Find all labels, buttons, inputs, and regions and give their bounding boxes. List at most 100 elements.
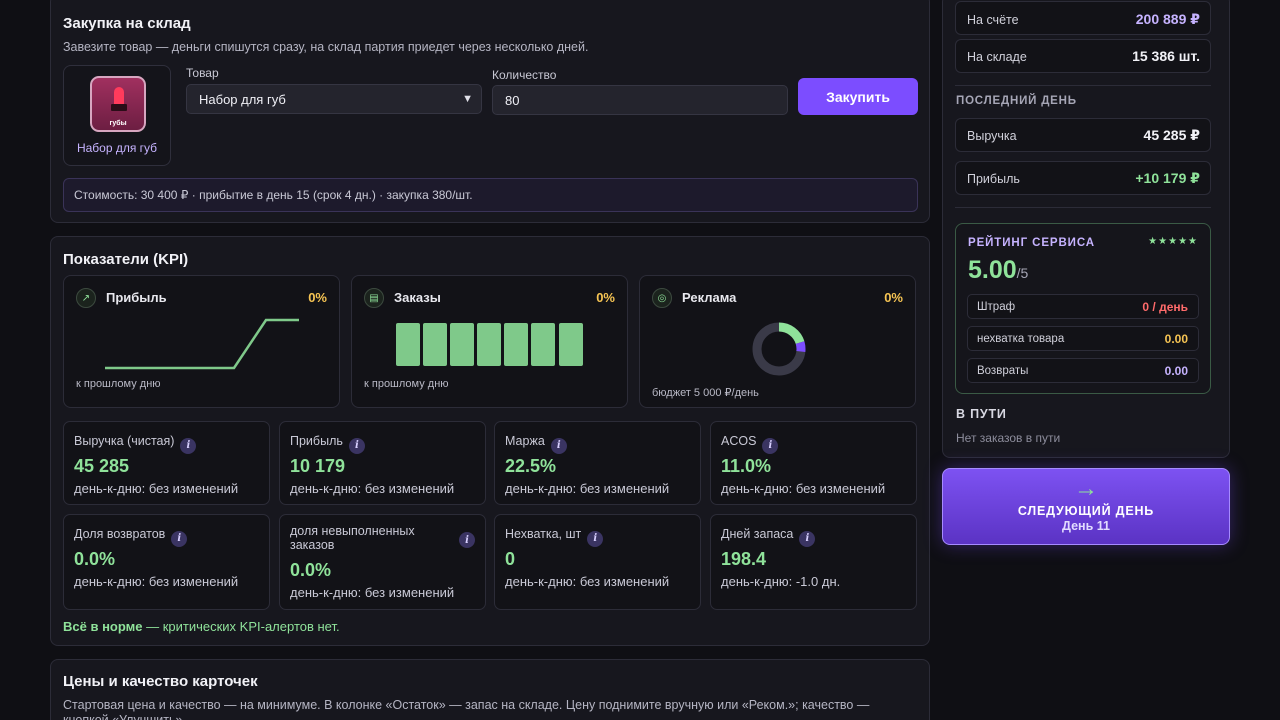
kpi-card-delta: день-к-дню: без изменений [505,481,670,496]
kpi-card-profit: Прибыль i 10 179 день-к-дню: без изменени… [279,421,486,505]
transit-empty: Нет заказов в пути [956,431,1061,445]
kpi-status-rest: — критических KPI-алертов нет. [142,619,340,634]
orders-mini-title: Заказы [394,290,441,305]
kpi-card-value: 45 285 [74,456,130,476]
star-icon: ★★★★★ [1148,236,1198,247]
kpi-card-value: 0 [505,549,516,569]
orders-mini-card: ▤ Заказы 0% к прошлому дню [351,275,628,408]
info-icon[interactable]: i [180,437,197,454]
shortage-label: нехватка товара [977,333,1065,345]
sidebar-panel: На счёте 200 889 ₽ На складе 15 386 шт. … [942,0,1230,458]
balance-label: На счёте [967,13,1019,27]
kpi-card-delta: день-к-дню: без изменений [505,574,670,589]
info-icon[interactable]: i [762,437,779,454]
quantity-input[interactable]: 80 [492,85,788,115]
rating-score: 5.00 [968,256,1017,284]
kpi-card-shortage: Нехватка, шт i 0 день-к-дню: без изменени… [494,514,701,610]
info-icon[interactable]: i [348,437,365,454]
kpi-panel: Показатели (KPI) ↗ Прибыль 0% к прошлому… [50,236,930,646]
rating-score-wrap: 5.00/5 [968,256,1028,285]
service-rating-card: РЕЙТИНГ СЕРВИСА ★★★★★ 5.00/5 Штраф 0 / д… [955,223,1211,394]
kpi-card-value: 0.0% [74,549,116,569]
purchase-description: Завезите товар — деньги спишутся сразу, … [63,40,589,54]
balance-row: На счёте 200 889 ₽ [955,1,1211,35]
stock-value: 15 386 шт. [1132,48,1200,64]
product-thumb-tag: губы [109,120,127,127]
divider [955,85,1211,86]
product-card[interactable]: губы Набор для губ [63,65,171,166]
next-day-number: День 11 [1062,519,1110,533]
kpi-card-label: Дней запаса [721,527,794,541]
kpi-card-delta: день-к-дню: без изменений [721,481,886,496]
ads-mini-footer: бюджет 5 000 ₽/день [652,387,759,399]
prices-panel: Цены и качество карточек Стартовая цена … [50,659,930,720]
cost-summary: Стоимость: 30 400 ₽ · прибытие в день 15… [63,178,918,212]
kpi-card-delta: день-к-дню: -1.0 дн. [721,574,841,589]
kpi-status-line: Всё в норме — критических KPI-алертов не… [63,619,340,634]
profit-mini-card: ↗ Прибыль 0% к прошлому дню [63,275,340,408]
prices-description: Стартовая цена и качество — на минимуме.… [63,698,870,720]
revenue-row: Выручка 45 285 ₽ [955,118,1211,152]
kpi-card-value: 0.0% [290,560,332,580]
rating-of: /5 [1016,265,1029,281]
arrow-right-icon: → [1074,475,1098,502]
quantity-value: 80 [505,93,520,108]
kpi-card-label: доля невыполненных заказов [290,524,415,552]
kpi-card-label: Доля возвратов [74,527,166,541]
target-icon: ◎ [652,288,672,308]
info-icon[interactable]: i [587,530,604,547]
purchase-title: Закупка на склад [63,15,191,32]
kpi-card-delta: день-к-дню: без изменений [74,574,239,589]
profit-mini-footer: к прошлому дню [76,378,161,390]
returns-value: 0.00 [1164,364,1188,378]
kpi-card-value: 11.0% [721,456,772,476]
transit-title: В ПУТИ [956,407,1007,421]
next-day-button[interactable]: → СЛЕДУЮЩИЙ ДЕНЬ День 11 [942,468,1230,545]
quantity-label: Количество [492,68,557,82]
product-select[interactable]: Набор для губ ▼ [186,84,482,114]
orders-mini-pct: 0% [596,290,615,305]
product-select-value: Набор для губ [199,92,286,107]
penalty-label: Штраф [977,301,1016,313]
info-icon[interactable]: i [799,530,816,547]
buy-button[interactable]: Закупить [798,78,918,115]
info-icon[interactable]: i [550,437,567,454]
kpi-title: Показатели (KPI) [63,251,189,268]
shortage-row: нехватка товара 0.00 [967,326,1199,351]
trend-up-icon: ↗ [76,288,96,308]
product-label: Товар [186,66,219,80]
lipstick-icon: губы [90,76,146,132]
revenue-value: 45 285 ₽ [1143,127,1200,143]
kpi-card-label: Нехватка, шт [505,527,582,541]
returns-label: Возвраты [977,365,1029,377]
profit-row: Прибыль +10 179 ₽ [955,161,1211,195]
kpi-card-acos: ACOS i 11.0% день-к-дню: без изменений [710,421,917,505]
cart-icon: ▤ [364,288,384,308]
info-icon[interactable]: i [459,532,475,548]
kpi-status-bold: Всё в норме [63,619,143,634]
orders-bar [504,323,528,366]
orders-bar [477,323,501,366]
profit-mini-title: Прибыль [106,290,167,305]
orders-bar [450,323,474,366]
ads-mini-title: Реклама [682,290,737,305]
penalty-value: 0 / день [1142,300,1188,314]
kpi-card-unfulfilled: доля невыполненных заказов i 0.0% день-к… [279,514,486,610]
product-name: Набор для губ [76,141,158,155]
kpi-card-stock-days: Дней запаса i 198.4 день-к-дню: -1.0 дн. [710,514,917,610]
kpi-card-delta: день-к-дню: без изменений [74,481,239,496]
kpi-card-returns: Доля возвратов i 0.0% день-к-дню: без изм… [63,514,270,610]
orders-bar [423,323,447,366]
profit-sparkline [105,318,299,370]
info-icon[interactable]: i [171,530,188,547]
orders-mini-footer: к прошлому дню [364,378,449,390]
stock-label: На складе [967,50,1027,64]
penalty-row: Штраф 0 / день [967,294,1199,319]
ads-mini-pct: 0% [884,290,903,305]
orders-bar [531,323,555,366]
next-day-label: СЛЕДУЮЩИЙ ДЕНЬ [1017,504,1155,518]
purchase-panel: Закупка на склад Завезите товар — деньги… [50,0,930,223]
kpi-card-value: 10 179 [290,456,346,476]
profit-value: +10 179 ₽ [1135,170,1200,186]
ads-mini-card: ◎ Реклама 0% бюджет 5 000 ₽/день [639,275,916,408]
